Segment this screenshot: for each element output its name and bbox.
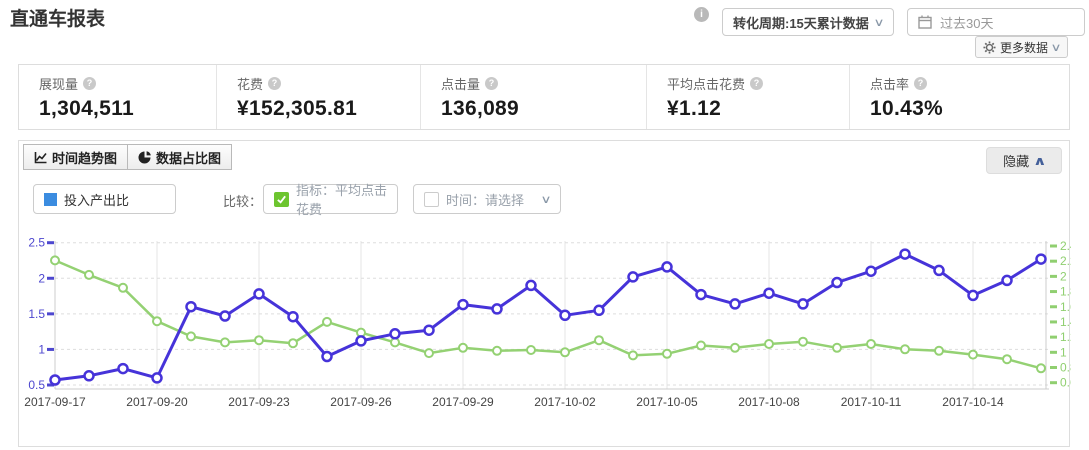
date-range-value: 过去30天 [940,15,994,31]
stat-value: 136,089 [441,97,520,120]
stat-label: 展现量 [39,77,79,92]
svg-text:0.5: 0.5 [28,378,45,392]
svg-text:2017-09-20: 2017-09-20 [126,395,188,409]
series [49,248,1047,386]
info-icon[interactable]: i [694,7,709,22]
legend-row: 投入产出比 比较： 指标：平均点击花费 时间：请选择 ∨ [19,183,1069,217]
stat-impressions: 展现量? 1,304,511 [19,65,217,129]
checkbox-checked-icon [274,191,289,207]
compare-label: 比较： [223,194,263,209]
stat-label: 平均点击花费 [667,77,746,92]
svg-text:1.2: 1.2 [1060,330,1071,344]
help-icon[interactable]: ? [914,77,928,90]
hide-chart-button[interactable]: 隐藏 ∧ [986,147,1062,174]
tab-label: 数据占比图 [156,150,222,166]
svg-text:2017-10-08: 2017-10-08 [738,395,800,409]
svg-text:1.5: 1.5 [28,307,45,321]
svg-text:1: 1 [1060,345,1067,359]
svg-text:2.4: 2.4 [1060,239,1071,253]
calendar-icon [918,15,932,29]
svg-text:2.2: 2.2 [1060,254,1071,268]
series-left [49,248,1047,386]
axis-ticks: 2.521.510.52.42.221.81.61.41.210.80.6201… [24,236,1077,409]
stat-ctr: 点击率? 10.43% [850,65,1069,129]
series-right [50,255,1046,374]
svg-text:2: 2 [38,271,45,285]
svg-text:2: 2 [1060,269,1067,283]
stat-value: 1,304,511 [39,97,134,120]
line-chart-icon [34,151,47,163]
chart-tabs: 时间趋势图 数据占比图 [23,144,233,170]
gridlines [55,241,1049,389]
svg-text:2017-09-17: 2017-09-17 [24,395,86,409]
metric-checkbox-label: 指标：平均点击花费 [296,183,388,217]
stat-value: ¥1.12 [667,97,722,120]
svg-text:2017-09-26: 2017-09-26 [330,395,392,409]
stat-clicks: 点击量? 136,089 [421,65,647,129]
pie-chart-icon [138,150,151,163]
conversion-period-dropdown[interactable]: 转化周期:15天累计数据 ∨ [722,8,894,36]
svg-text:1: 1 [38,342,45,356]
chevron-up-icon: ∧ [1033,153,1047,168]
svg-text:2017-10-05: 2017-10-05 [636,395,698,409]
chevron-down-icon: ∨ [1050,41,1062,54]
svg-text:2017-10-11: 2017-10-11 [841,395,902,409]
svg-text:2017-10-14: 2017-10-14 [942,395,1004,409]
chevron-down-icon: ∨ [540,193,552,206]
help-icon[interactable]: ? [750,77,764,90]
svg-text:2017-09-23: 2017-09-23 [228,395,290,409]
checkbox-unchecked-icon [424,191,439,207]
stat-value: ¥152,305.81 [237,97,358,120]
stat-label: 花费 [237,77,264,92]
more-data-button[interactable]: 更多数据 ∨ [975,36,1068,58]
gear-icon [983,40,996,54]
conversion-period-label: 转化周期:15天累计数据 [733,15,869,31]
svg-text:2017-10-02: 2017-10-02 [534,395,596,409]
date-range-picker[interactable]: 过去30天 [907,8,1085,36]
svg-text:0.8: 0.8 [1060,361,1071,375]
legend-label: 投入产出比 [64,192,130,208]
metric-compare-checkbox[interactable]: 指标：平均点击花费 [263,183,398,217]
stat-cost: 花费? ¥152,305.81 [217,65,421,129]
svg-text:1.6: 1.6 [1060,300,1071,314]
tab-label: 时间趋势图 [52,150,118,166]
svg-text:1.4: 1.4 [1060,315,1071,329]
stat-avg-click-cost: 平均点击花费? ¥1.12 [647,65,850,129]
time-compare-checkbox[interactable]: 时间：请选择 ∨ [413,184,561,214]
svg-text:0.6: 0.6 [1060,376,1071,390]
help-icon[interactable]: ? [485,77,499,90]
stats-summary-bar: 展现量? 1,304,511 花费? ¥152,305.81 点击量? 136,… [18,64,1070,130]
stat-value: 10.43% [870,97,944,120]
stat-label: 点击量 [441,77,481,92]
time-checkbox-label: 时间：请选择 [446,192,525,208]
chevron-down-icon: ∨ [873,16,885,29]
line-chart-canvas[interactable]: 2.521.510.52.42.221.81.61.41.210.80.6201… [19,229,1077,444]
stat-label: 点击率 [870,77,910,92]
help-icon[interactable]: ? [83,77,97,90]
legend-roi[interactable]: 投入产出比 [33,184,176,214]
trend-chart: 2.521.510.52.42.221.81.61.41.210.80.6201… [19,229,1077,444]
more-data-label: 更多数据 [999,40,1048,55]
svg-text:2017-09-29: 2017-09-29 [432,395,494,409]
help-icon[interactable]: ? [268,77,282,90]
svg-text:2.5: 2.5 [28,236,45,250]
tab-time-trend[interactable]: 时间趋势图 [23,144,129,170]
legend-swatch-blue [44,192,57,206]
tab-data-ratio[interactable]: 数据占比图 [128,144,233,170]
hide-label: 隐藏 [1003,154,1030,169]
svg-text:1.8: 1.8 [1060,285,1071,299]
page-title: 直通车报表 [10,9,106,30]
trend-chart-panel: 时间趋势图 数据占比图 隐藏 ∧ 投入产出比 比较： [18,140,1077,447]
axes [54,241,1049,390]
